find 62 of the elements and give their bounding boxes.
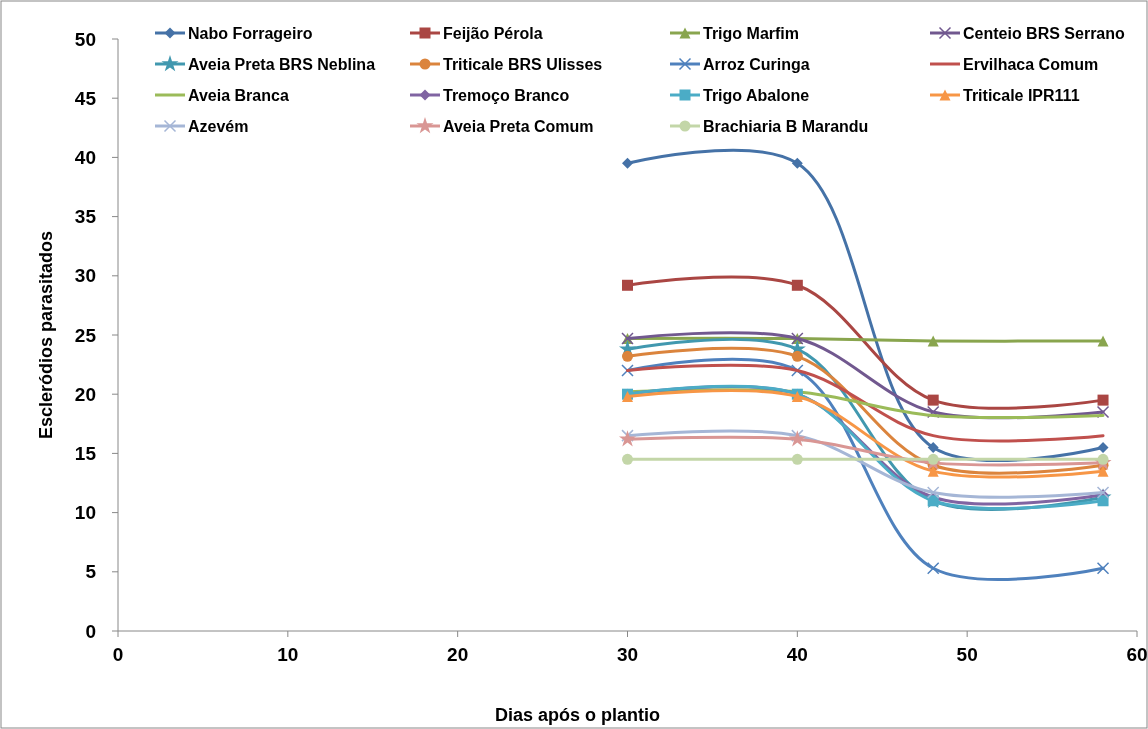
x-tick-label: 10: [277, 644, 299, 665]
point: [622, 157, 633, 169]
point: [791, 453, 803, 465]
legend-label: Centeio BRS Serrano: [963, 24, 1126, 42]
legend-label: Brachiaria B Marandu: [703, 117, 869, 135]
y-tick-label: 50: [74, 28, 96, 50]
y-tick-label: 20: [74, 383, 96, 405]
point: [791, 279, 803, 291]
point: [927, 453, 939, 465]
legend-label: Ervilhaca Comum: [963, 55, 1099, 73]
legend-label: Nabo Forrageiro: [188, 24, 313, 42]
x-tick-label: 0: [112, 644, 124, 665]
y-tick-label: 40: [74, 147, 96, 169]
point: [927, 394, 939, 406]
legend-label: Triticale BRS Ulisses: [443, 55, 603, 73]
legend-label: Feijão Pérola: [443, 24, 543, 42]
y-tick-label: 10: [74, 502, 96, 524]
x-tick-label: 20: [447, 644, 469, 665]
point: [621, 364, 634, 377]
point: [927, 335, 939, 347]
y-tick-label: 0: [85, 620, 96, 642]
point: [926, 562, 940, 575]
point: [622, 279, 633, 291]
point: [1097, 394, 1109, 406]
point: [1096, 562, 1110, 575]
point: [927, 441, 939, 453]
x-axis-title: Dias após o plantio: [494, 705, 661, 725]
legend-label: Aveia Preta BRS Neblina: [188, 55, 376, 73]
legend-label: Arroz Curinga: [703, 55, 810, 73]
y-tick-label: 15: [74, 443, 97, 465]
y-tick-label: 35: [74, 206, 97, 228]
point: [788, 430, 806, 447]
point: [927, 495, 939, 507]
legend-label: Tremoço Branco: [443, 86, 570, 104]
legend-label: Azevém: [188, 117, 249, 135]
point: [618, 430, 637, 447]
legend-label: Trigo Marfim: [703, 24, 800, 42]
point: [1096, 405, 1110, 419]
point: [622, 453, 633, 465]
legend-label: Trigo Abalone: [703, 86, 810, 104]
y-axis-title: Escleródios parasitados: [36, 230, 56, 440]
legend-label: Aveia Branca: [188, 86, 289, 104]
x-tick-label: 50: [956, 644, 978, 665]
point: [1097, 441, 1109, 453]
y-tick-label: 30: [74, 265, 96, 287]
point: [622, 350, 633, 362]
point: [791, 157, 803, 169]
x-tick-label: 40: [786, 644, 808, 665]
point: [926, 486, 940, 499]
x-tick-label: 60: [1126, 644, 1148, 665]
point: [1097, 453, 1109, 465]
y-tick-label: 25: [74, 324, 97, 346]
point: [926, 405, 940, 419]
x-tick-label: 30: [616, 644, 639, 665]
point: [1097, 335, 1109, 347]
y-tick-label: 5: [85, 561, 97, 583]
y-tick-label: 45: [74, 87, 97, 109]
point: [927, 465, 939, 477]
legend-label: Triticale IPR111: [963, 86, 1080, 104]
point: [791, 350, 803, 362]
legend-label: Aveia Preta Comum: [443, 117, 594, 135]
point: [791, 364, 804, 377]
